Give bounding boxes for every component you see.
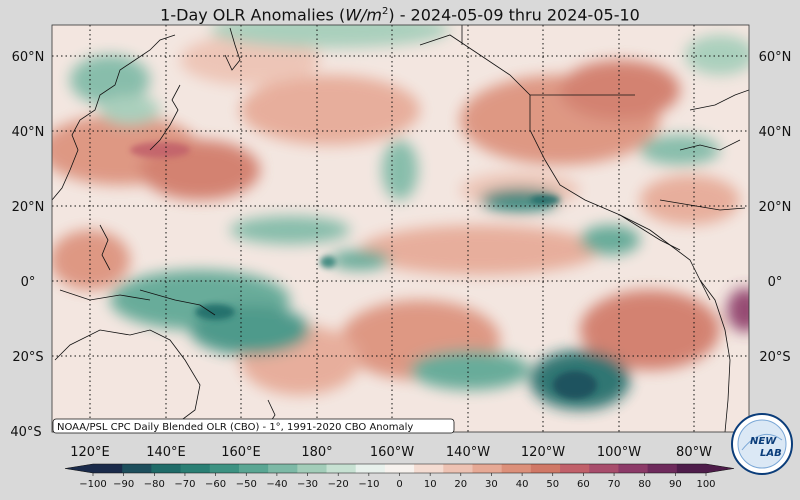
colorbar-segment <box>180 464 211 473</box>
colorbar-segment <box>268 464 298 473</box>
colorbar-max-arrow <box>706 464 734 473</box>
colorbar-tick-label: 70 <box>608 479 621 490</box>
lon-label-100w: 100°W <box>597 445 641 460</box>
colorbar-segment <box>589 464 619 473</box>
colorbar-segment <box>297 464 328 473</box>
map-title: 1-Day OLR Anomalies (W/m2) - 2024-05-09 … <box>0 0 800 24</box>
colorbar-segment <box>326 464 357 473</box>
colorbar-tick-label: 0 <box>396 479 402 490</box>
lat-label-left-0: 0° <box>21 275 36 290</box>
lat-label-right-0: 0° <box>768 275 783 290</box>
colorbar-tick-label: 30 <box>485 479 498 490</box>
colorbar-segment <box>151 464 182 473</box>
lon-label-120e: 120°E <box>70 445 110 460</box>
lon-label-160w: 160°W <box>370 445 414 460</box>
colorbar-tick-label: 60 <box>577 479 590 490</box>
lat-label-right-20s: 20°S <box>759 350 790 365</box>
lat-label-left-40n: 40°N <box>12 125 45 140</box>
colorbar-segment <box>560 464 590 473</box>
logo-text-b: LAB <box>760 448 782 459</box>
title-unit: W/m <box>345 5 382 25</box>
latitude-labels: 60°N 40°N 20°N 0° 20°S 40°S 60°N 40°N 20… <box>10 50 791 440</box>
colorbar-segment <box>501 464 532 473</box>
colorbar-tick-label: −10 <box>358 479 379 490</box>
colorbar-tick-label: −60 <box>205 479 226 490</box>
colorbar-segment <box>93 464 123 473</box>
lat-label-left-20s: 20°S <box>12 350 43 365</box>
colorbar-segment <box>122 464 152 473</box>
colorbar-tick-label: 10 <box>424 479 437 490</box>
colorbar-tick-label: 90 <box>669 479 682 490</box>
colorbar: −100 −90 −80 −70 −60 −50 −40 −30 −20 −10 0 10 20 30 40… <box>64 463 735 490</box>
colorbar-tick-label: −20 <box>328 479 349 490</box>
colorbar-tick-label: 80 <box>638 479 651 490</box>
colorbar-min-arrow <box>65 464 93 473</box>
colorbar-tick-label: 20 <box>454 479 467 490</box>
longitude-labels: 120°E 140°E 160°E 180° 160°W 140°W 120°W… <box>70 445 712 460</box>
colorbar-segment <box>472 464 503 473</box>
colorbar-tick-label: −40 <box>266 479 287 490</box>
colorbar-tick-label: −70 <box>174 479 195 490</box>
colorbar-segment <box>209 464 240 473</box>
colorbar-tick-label: −30 <box>297 479 318 490</box>
lon-label-160e: 160°E <box>221 445 261 460</box>
lon-label-180: 180° <box>301 445 332 460</box>
colorbar-segment <box>238 464 269 473</box>
colorbar-segment <box>443 464 473 473</box>
lat-label-left-40s: 40°S <box>10 425 41 440</box>
lon-label-140w: 140°W <box>446 445 490 460</box>
lat-label-right-60n: 60°N <box>759 50 792 65</box>
colorbar-segment <box>355 464 386 473</box>
logo-text-a: NEW <box>750 436 777 447</box>
colorbar-segment <box>618 464 649 473</box>
graticule <box>52 25 749 432</box>
lat-label-left-20n: 20°N <box>12 200 45 215</box>
lab-logo: NEW LAB <box>731 413 793 475</box>
colorbar-segment <box>384 464 415 473</box>
colorbar-segment <box>530 464 561 473</box>
colorbar-tick-label: 50 <box>546 479 559 490</box>
lon-label-140e: 140°E <box>146 445 186 460</box>
colorbar-tick-label: −100 <box>79 479 106 490</box>
credit-text: NOAA/PSL CPC Daily Blended OLR (CBO) - 1… <box>57 422 413 433</box>
colorbar-segment <box>647 464 678 473</box>
lat-label-right-40n: 40°N <box>759 125 792 140</box>
coastlines <box>52 25 749 432</box>
colorbar-tick-label: −80 <box>144 479 165 490</box>
lon-label-80w: 80°W <box>676 445 712 460</box>
credit-box: NOAA/PSL CPC Daily Blended OLR (CBO) - 1… <box>52 418 455 434</box>
colorbar-tick-label: −50 <box>236 479 257 490</box>
title-suffix: ) - 2024-05-09 thru 2024-05-10 <box>388 5 640 25</box>
colorbar-tick-label: 40 <box>516 479 529 490</box>
lat-label-left-60n: 60°N <box>12 50 45 65</box>
colorbar-segment <box>414 464 444 473</box>
colorbar-segment <box>676 464 707 473</box>
lat-label-right-20n: 20°N <box>759 200 792 215</box>
colorbar-tick-label: 100 <box>696 479 715 490</box>
title-unit-exponent: 2 <box>381 6 389 17</box>
colorbar-tick-label: −90 <box>113 479 134 490</box>
anomaly-field <box>52 25 749 432</box>
title-prefix: 1-Day OLR Anomalies ( <box>160 5 346 25</box>
lon-label-120w: 120°W <box>521 445 565 460</box>
